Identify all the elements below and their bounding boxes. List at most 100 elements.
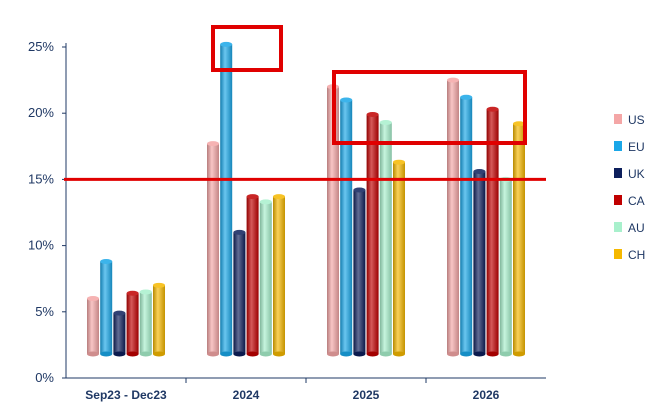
x-category-label: 2024 bbox=[233, 388, 260, 402]
bar-body bbox=[486, 109, 499, 354]
bar-eu bbox=[460, 94, 473, 357]
bar-base bbox=[393, 351, 405, 357]
bar-top bbox=[513, 121, 525, 127]
y-tick-label: 20% bbox=[28, 105, 54, 120]
bar-us bbox=[447, 77, 459, 357]
bar-top bbox=[473, 168, 486, 174]
bar-body bbox=[327, 86, 339, 354]
y-tick-label: 15% bbox=[28, 171, 54, 186]
legend-item-ch: CH bbox=[614, 248, 645, 262]
bar-body bbox=[513, 123, 525, 355]
bar-base bbox=[366, 351, 379, 357]
bar-base bbox=[87, 351, 99, 357]
legend-swatch bbox=[614, 168, 622, 178]
bars-layer bbox=[87, 41, 525, 357]
bar-au bbox=[499, 176, 512, 357]
bar-top bbox=[100, 258, 113, 264]
bar-body bbox=[340, 99, 353, 355]
y-tick-label: 25% bbox=[28, 39, 54, 54]
bar-base bbox=[353, 351, 366, 357]
bar-top bbox=[366, 112, 379, 118]
bar-top bbox=[486, 106, 499, 112]
bar-uk bbox=[113, 310, 126, 357]
bar-top bbox=[139, 289, 152, 295]
bar-top bbox=[340, 97, 353, 103]
bar-au bbox=[139, 289, 152, 357]
bar-base bbox=[220, 351, 233, 357]
bar-body bbox=[259, 201, 272, 354]
legend-label: AU bbox=[628, 221, 645, 235]
legend-swatch bbox=[614, 141, 622, 151]
bar-top bbox=[460, 94, 473, 100]
bar-base bbox=[113, 351, 126, 357]
bar-body bbox=[460, 97, 473, 354]
bar-base bbox=[447, 351, 459, 357]
bar-body bbox=[233, 232, 246, 354]
bar-body bbox=[87, 298, 99, 354]
bar-body bbox=[153, 285, 165, 354]
bar-body bbox=[393, 162, 405, 354]
bar-ch bbox=[513, 121, 525, 357]
bar-top bbox=[87, 296, 99, 302]
legend-label: US bbox=[628, 113, 645, 127]
bar-base bbox=[499, 351, 512, 357]
bar-uk bbox=[353, 187, 366, 357]
bar-ca bbox=[246, 194, 259, 357]
bar-top bbox=[353, 187, 366, 193]
bar-base bbox=[340, 351, 353, 357]
bar-ch bbox=[393, 159, 405, 357]
legend-label: UK bbox=[628, 167, 645, 181]
bar-top bbox=[379, 119, 392, 125]
highlight-box-2025-2026 bbox=[332, 70, 527, 145]
legend-swatch bbox=[614, 222, 622, 232]
bar-base bbox=[486, 351, 499, 357]
bar-body bbox=[366, 114, 379, 354]
bar-ca bbox=[486, 106, 499, 357]
bar-top bbox=[259, 199, 272, 205]
bar-eu bbox=[340, 97, 353, 357]
bar-body bbox=[220, 44, 233, 355]
legend-item-eu: EU bbox=[614, 140, 645, 154]
legend-item-ca: CA bbox=[614, 194, 645, 208]
legend-swatch bbox=[614, 195, 622, 205]
bar-top bbox=[126, 290, 139, 296]
bar-body bbox=[246, 196, 259, 354]
bar-top bbox=[220, 41, 233, 47]
x-category-label: 2025 bbox=[353, 388, 380, 402]
y-tick-label: 0% bbox=[35, 370, 54, 385]
bar-base bbox=[473, 351, 486, 357]
bar-body bbox=[139, 291, 152, 354]
bar-top bbox=[246, 194, 259, 200]
bar-us bbox=[87, 296, 99, 357]
bar-base bbox=[126, 351, 139, 357]
bar-body bbox=[113, 313, 126, 354]
bar-base bbox=[233, 351, 246, 357]
bar-ch bbox=[273, 194, 285, 357]
bar-base bbox=[379, 351, 392, 357]
legend-label: EU bbox=[628, 140, 645, 154]
bar-eu bbox=[100, 258, 113, 357]
x-category-label: 2026 bbox=[473, 388, 500, 402]
legend: US EU UK CA AU CH bbox=[614, 113, 645, 262]
axes-layer: 0% 5% 10% 15% 20% 25% Sep23 - Dec23 2024 2025 202… bbox=[28, 39, 546, 402]
bar-top bbox=[273, 194, 285, 200]
legend-label: CA bbox=[628, 194, 645, 208]
bar-base bbox=[100, 351, 113, 357]
bar-base bbox=[259, 351, 272, 357]
y-tick-label: 5% bbox=[35, 304, 54, 319]
bar-body bbox=[379, 122, 392, 354]
legend-label: CH bbox=[628, 248, 645, 262]
bar-top bbox=[207, 141, 219, 147]
bar-body bbox=[207, 143, 219, 354]
bar-base bbox=[246, 351, 259, 357]
highlight-box-2024 bbox=[211, 25, 283, 72]
bar-base bbox=[207, 351, 219, 357]
legend-item-uk: UK bbox=[614, 167, 645, 181]
legend-item-us: US bbox=[614, 113, 645, 127]
legend-item-au: AU bbox=[614, 221, 645, 235]
bar-au bbox=[379, 119, 392, 357]
bar-base bbox=[139, 351, 152, 357]
y-tick-label: 10% bbox=[28, 238, 54, 253]
bar-body bbox=[126, 293, 139, 354]
